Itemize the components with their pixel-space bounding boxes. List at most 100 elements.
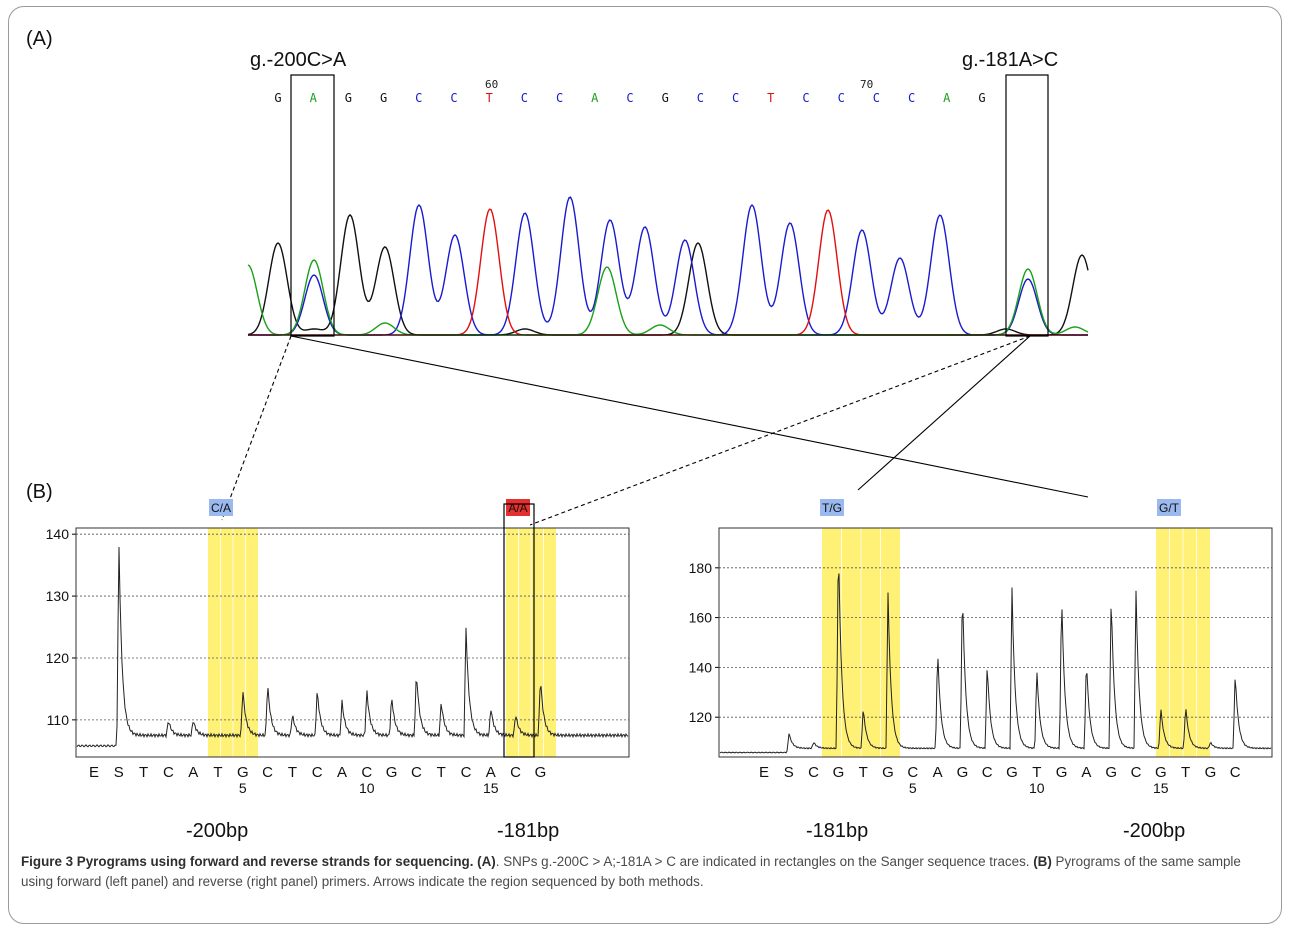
snp-label-left: g.-200C>A	[250, 49, 347, 71]
base-call: T	[486, 91, 493, 105]
left-dispensation-base: C	[411, 764, 422, 781]
caption-a-text: . SNPs g.-200C > A;-181A > C are indicat…	[495, 854, 1030, 869]
left-dispensation-base: G	[386, 764, 398, 781]
left-pyrogram-label-200bp: -200bp	[186, 820, 248, 842]
right-position-number: 15	[1153, 780, 1169, 796]
trace-blue	[248, 196, 1088, 336]
base-call: C	[521, 91, 528, 105]
left-pyrogram-label-181bp: -181bp	[497, 820, 559, 842]
right-dispensation-base: C	[982, 764, 993, 781]
trace-red	[248, 208, 1088, 336]
right-dispensation-base: T	[1032, 764, 1041, 781]
caption-b-text: Pyrograms of the same sample using forwa…	[21, 854, 1241, 889]
right-dispensation-base: C	[1230, 764, 1241, 781]
right-dispensation-base: S	[784, 764, 794, 781]
base-call: C	[697, 91, 704, 105]
right-dispensation-base: C	[808, 764, 819, 781]
base-call: C	[556, 91, 563, 105]
snp-label-right: g.-181A>C	[962, 49, 1058, 71]
base-call: A	[943, 91, 951, 105]
base-call: G	[274, 91, 281, 105]
left-dispensation-base: E	[89, 764, 99, 781]
right-dispensation-base: T	[859, 764, 868, 781]
base-call: G	[380, 91, 387, 105]
right-dispensation-base: G	[1105, 764, 1117, 781]
left-ytick-label: 140	[46, 526, 70, 542]
left-ytick-label: 120	[46, 650, 70, 666]
left-dispensation-base: C	[163, 764, 174, 781]
sanger-chromatogram	[247, 196, 1089, 336]
right-dispensation-base: G	[1155, 764, 1167, 781]
base-call: A	[591, 91, 599, 105]
left-dispensation-base: G	[535, 764, 547, 781]
right-ytick-label: 160	[689, 610, 713, 626]
figure-caption: Figure 3 Pyrograms using forward and rev…	[21, 852, 1261, 892]
base-call: G	[978, 91, 985, 105]
right-dispensation-base: G	[1056, 764, 1068, 781]
right-dispensation-base: G	[957, 764, 969, 781]
left-position-number: 5	[239, 780, 247, 796]
base-call: C	[450, 91, 457, 105]
right-dispensation-base: C	[907, 764, 918, 781]
trace-green	[247, 259, 1089, 336]
right-dispensation-base: G	[1205, 764, 1217, 781]
left-ytick-label: 130	[46, 588, 70, 604]
base-call: C	[732, 91, 739, 105]
left-dispensation-base: A	[337, 764, 347, 781]
left-position-number: 15	[483, 780, 499, 796]
base-call: T	[767, 91, 774, 105]
base-call: A	[310, 91, 318, 105]
caption-a-label: (A)	[477, 854, 496, 869]
right-pyro-trace	[719, 573, 1272, 754]
connector-dashed-right	[529, 335, 1031, 526]
left-pyro-trace	[76, 546, 629, 748]
left-dispensation-base: C	[312, 764, 323, 781]
snp-box-left	[290, 74, 335, 337]
right-ytick-label: 140	[689, 659, 713, 675]
left-dispensation-base: T	[437, 764, 446, 781]
base-call: G	[345, 91, 352, 105]
right-ytick-label: 180	[689, 560, 713, 576]
base-call: C	[626, 91, 633, 105]
left-plot-frame	[75, 527, 630, 758]
right-position-number: 10	[1029, 780, 1045, 796]
left-genotype-tag-1	[209, 499, 233, 516]
panel-a-label: (A)	[26, 28, 53, 50]
right-genotype-tag-2	[1157, 499, 1181, 516]
base-number-60: 60	[485, 78, 498, 91]
base-call: C	[802, 91, 809, 105]
right-genotype-tag-text: T/G	[822, 501, 842, 515]
connector-solid-left	[290, 335, 1089, 498]
left-dispensation-base: S	[114, 764, 124, 781]
left-dispensation-base: C	[510, 764, 521, 781]
left-position-number: 10	[359, 780, 375, 796]
left-dispensation-base: C	[262, 764, 273, 781]
connector-dashed-left	[221, 335, 292, 521]
right-dispensation-base: A	[1081, 764, 1091, 781]
left-snp-box	[503, 503, 535, 758]
right-position-number: 5	[909, 780, 917, 796]
left-ytick-label: 110	[47, 712, 70, 728]
left-dispensation-base: T	[213, 764, 222, 781]
left-dispensation-base: C	[361, 764, 372, 781]
caption-b-label: (B)	[1033, 854, 1052, 869]
right-ytick-label: 120	[689, 709, 713, 725]
base-call: C	[838, 91, 845, 105]
left-dispensation-base: A	[188, 764, 198, 781]
right-dispensation-base: C	[1131, 764, 1142, 781]
right-dispensation-base: G	[833, 764, 845, 781]
right-dispensation-base: T	[1181, 764, 1190, 781]
right-genotype-tag-text: G/T	[1159, 501, 1180, 515]
left-dispensation-base: G	[237, 764, 249, 781]
left-genotype-tag-text: C/A	[211, 501, 231, 515]
base-call: G	[662, 91, 669, 105]
right-dispensation-base: G	[1006, 764, 1018, 781]
right-dispensation-base: E	[759, 764, 769, 781]
base-call: C	[415, 91, 422, 105]
right-dispensation-base: A	[933, 764, 943, 781]
